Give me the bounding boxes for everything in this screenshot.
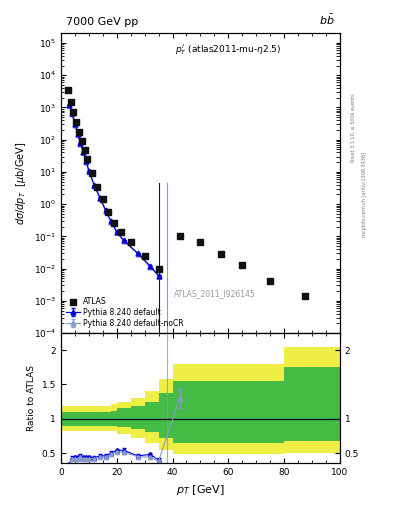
- ATLAS: [65, 86, 71, 94]
- Legend: ATLAS, Pythia 8.240 default, Pythia 8.240 default-noCR: ATLAS, Pythia 8.240 default, Pythia 8.24…: [65, 295, 185, 329]
- Y-axis label: $d\sigma/dp_T$  [$\mu$b/GeV]: $d\sigma/dp_T$ [$\mu$b/GeV]: [14, 141, 28, 225]
- ATLAS: [73, 118, 79, 126]
- ATLAS: [68, 98, 74, 106]
- ATLAS: [302, 292, 308, 300]
- ATLAS: [197, 238, 204, 246]
- ATLAS: [105, 208, 112, 216]
- X-axis label: $p_T$ [GeV]: $p_T$ [GeV]: [176, 483, 225, 497]
- Text: ATLAS_2011_I926145: ATLAS_2011_I926145: [173, 290, 255, 298]
- ATLAS: [88, 169, 95, 178]
- ATLAS: [81, 146, 88, 154]
- ATLAS: [100, 195, 106, 203]
- ATLAS: [218, 250, 224, 258]
- Y-axis label: Ratio to ATLAS: Ratio to ATLAS: [27, 365, 36, 431]
- ATLAS: [70, 109, 77, 117]
- ATLAS: [94, 182, 100, 190]
- Text: Rivet 3.1.10, ≥ 500k events: Rivet 3.1.10, ≥ 500k events: [351, 94, 356, 162]
- ATLAS: [176, 232, 183, 241]
- ATLAS: [267, 278, 274, 286]
- ATLAS: [127, 238, 134, 246]
- ATLAS: [118, 227, 124, 236]
- ATLAS: [79, 137, 85, 145]
- Text: $b\bar{b}$: $b\bar{b}$: [319, 13, 334, 27]
- Text: 7000 GeV pp: 7000 GeV pp: [66, 17, 139, 27]
- ATLAS: [84, 155, 90, 163]
- ATLAS: [239, 261, 245, 269]
- ATLAS: [76, 127, 82, 136]
- Text: $p_T^l$ (atlas2011-mu-$\eta$2.5): $p_T^l$ (atlas2011-mu-$\eta$2.5): [175, 42, 281, 57]
- ATLAS: [111, 219, 117, 227]
- ATLAS: [141, 252, 148, 260]
- Text: mcplots.cern.ch [arXiv:1306.3436]: mcplots.cern.ch [arXiv:1306.3436]: [362, 152, 367, 237]
- ATLAS: [156, 265, 162, 273]
